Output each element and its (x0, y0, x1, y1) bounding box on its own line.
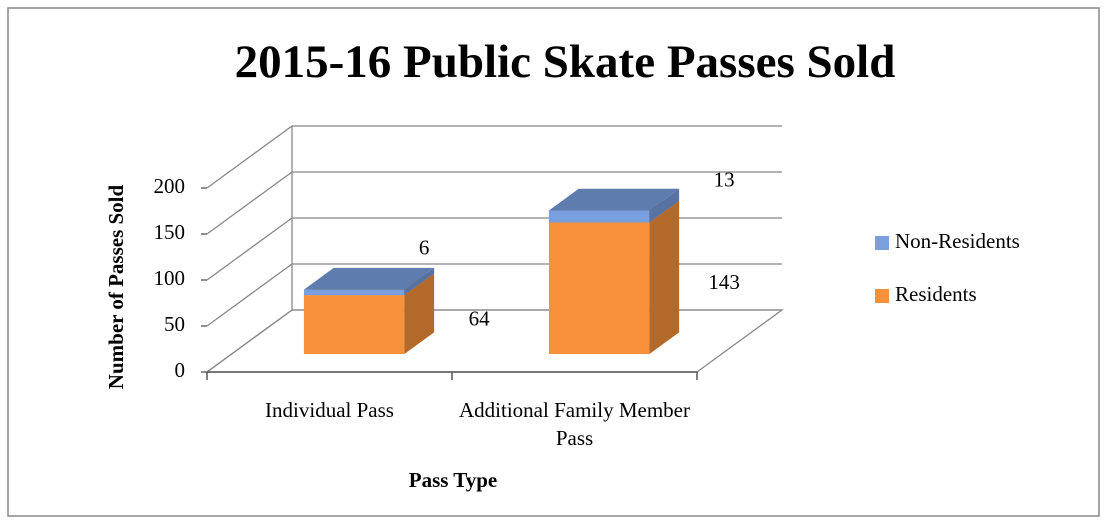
legend-swatch (875, 289, 889, 303)
bar-side (404, 267, 435, 296)
bar-top (303, 267, 435, 290)
x-axis-title: Pass Type (409, 468, 498, 492)
bar-side (404, 273, 435, 355)
grid-line (206, 309, 293, 373)
bar-front (548, 210, 650, 223)
y-tick-label: 100 (154, 266, 186, 290)
bar-top (548, 188, 680, 211)
y-tick-label: 150 (154, 220, 186, 244)
legend-label: Non-Residents (895, 229, 1020, 253)
y-tick-label: 50 (164, 312, 185, 336)
bar-segment (548, 200, 680, 355)
x-tick-label: Individual Pass (265, 398, 394, 422)
legend-label: Residents (895, 282, 977, 306)
bar-segment (548, 188, 680, 223)
bar-front (548, 222, 650, 355)
grid-line (206, 263, 293, 327)
grid-line (206, 125, 293, 189)
y-tick-label: 200 (154, 174, 186, 198)
data-label: 143 (708, 270, 740, 294)
data-label: 64 (469, 306, 491, 330)
grid-line (206, 171, 293, 235)
bar-side (649, 188, 680, 223)
bar-segment (303, 267, 435, 296)
chart-title: 2015-16 Public Skate Passes Sold (235, 36, 896, 88)
x-tick-label: Additional Family Member Pass (459, 398, 690, 450)
bar-front (303, 289, 405, 296)
bar-front (303, 295, 405, 355)
legend-swatch (875, 236, 889, 250)
data-label: 13 (714, 167, 735, 191)
bar-side (649, 200, 680, 355)
grid-line (206, 217, 293, 281)
data-label: 6 (419, 235, 430, 259)
y-tick-label: 0 (175, 358, 186, 382)
y-axis-title: Number of Passes Sold (104, 184, 128, 389)
